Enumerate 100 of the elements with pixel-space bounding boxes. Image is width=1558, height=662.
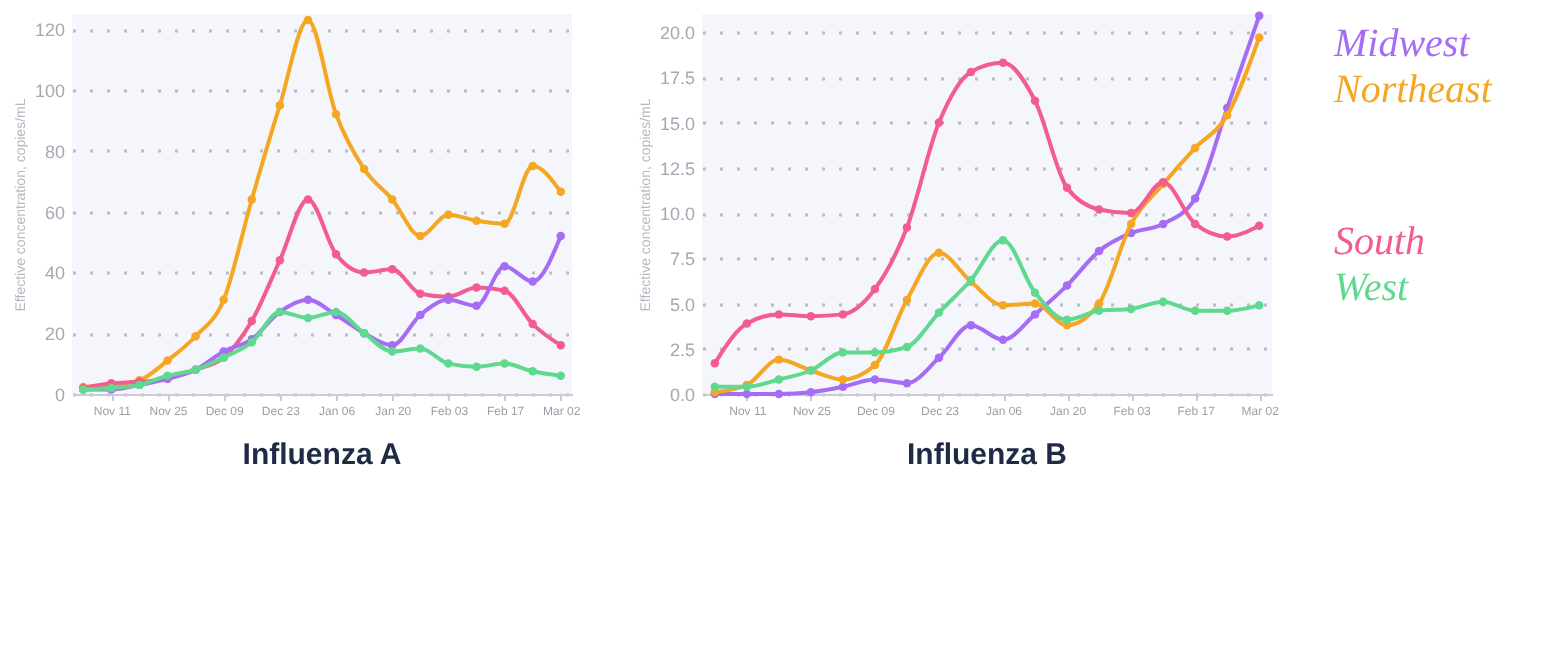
point: [556, 231, 566, 241]
point: [556, 371, 566, 380]
point: [444, 210, 453, 219]
point: [416, 289, 425, 298]
point: [998, 301, 1008, 310]
point: [1190, 306, 1200, 315]
point: [416, 231, 425, 241]
y-tick-label: 2.5: [669, 339, 695, 360]
point: [774, 389, 784, 399]
point: [556, 187, 566, 197]
point: [247, 316, 257, 326]
point: [742, 319, 752, 328]
point: [966, 321, 976, 330]
text: Influenza A: [242, 438, 402, 472]
series-label: South: [1334, 220, 1426, 264]
point: [774, 310, 784, 319]
point: [359, 164, 369, 174]
point: [444, 359, 453, 368]
point: [275, 100, 285, 110]
point: [528, 366, 537, 376]
point: [934, 118, 944, 127]
point: [902, 223, 912, 232]
point: [934, 308, 944, 317]
y-tick-label: 17.5: [659, 68, 695, 89]
point: [998, 58, 1008, 68]
point: [556, 341, 566, 350]
y-tick-label: 5.0: [669, 294, 695, 315]
y-tick-label: 0: [54, 385, 65, 405]
y-tick-label: 0.0: [669, 385, 695, 405]
point: [998, 335, 1008, 344]
point: [528, 161, 537, 171]
point: [500, 262, 509, 271]
series-label: Midwest: [1332, 22, 1471, 67]
series-label: West: [1334, 265, 1409, 310]
point: [500, 359, 509, 368]
point: [1222, 306, 1232, 315]
point: [500, 286, 509, 295]
point: [710, 382, 720, 391]
y-tick-label: 60: [44, 202, 65, 223]
point: [331, 249, 341, 259]
point: [902, 295, 912, 305]
y-tick-label: 10.0: [659, 204, 695, 225]
point: [838, 375, 848, 384]
y-tick-label: 100: [34, 81, 65, 101]
point: [966, 67, 976, 77]
point: [902, 342, 912, 352]
point: [870, 348, 880, 357]
text: Influenza B: [906, 438, 1068, 472]
point: [219, 295, 228, 304]
point: [870, 360, 880, 370]
point: [1126, 208, 1136, 218]
point: [1254, 11, 1264, 21]
point: [1094, 246, 1104, 256]
point: [1094, 205, 1104, 214]
point: [838, 310, 848, 319]
point: [998, 235, 1008, 245]
point: [528, 277, 537, 286]
point: [1062, 183, 1072, 192]
point: [870, 284, 880, 294]
point: [1254, 33, 1264, 42]
point: [1254, 301, 1264, 310]
point: [710, 359, 720, 368]
point: [303, 15, 313, 25]
point: [275, 256, 285, 265]
y-tick-label: 15.0: [659, 113, 695, 134]
point: [472, 362, 481, 371]
point: [806, 311, 816, 321]
point: [416, 310, 425, 320]
point: [1094, 306, 1104, 315]
point: [387, 195, 397, 204]
point: [1190, 194, 1200, 203]
point: [934, 353, 944, 363]
point: [472, 301, 481, 311]
y-tick-label: 12.5: [659, 158, 695, 179]
point: [303, 313, 313, 323]
point: [774, 355, 784, 364]
point: [472, 283, 481, 292]
point: [387, 265, 397, 274]
y-tick-label: 7.5: [669, 249, 695, 270]
point: [387, 347, 397, 356]
point: [1126, 304, 1136, 314]
point: [1158, 297, 1168, 306]
point: [1030, 299, 1040, 308]
point: [774, 375, 784, 384]
y-tick-label: 20: [44, 324, 65, 345]
y-tick-label: 120: [34, 20, 65, 41]
point: [1062, 315, 1072, 325]
point: [902, 378, 912, 388]
point: [870, 375, 880, 384]
point: [472, 216, 481, 225]
point: [303, 195, 313, 204]
point: [934, 248, 944, 258]
point: [1158, 219, 1168, 229]
point: [1030, 310, 1040, 319]
point: [528, 319, 537, 329]
point: [1030, 288, 1040, 297]
point: [163, 356, 172, 365]
point: [191, 332, 200, 341]
series-label: Northeast: [1332, 68, 1493, 112]
point: [1222, 111, 1232, 120]
